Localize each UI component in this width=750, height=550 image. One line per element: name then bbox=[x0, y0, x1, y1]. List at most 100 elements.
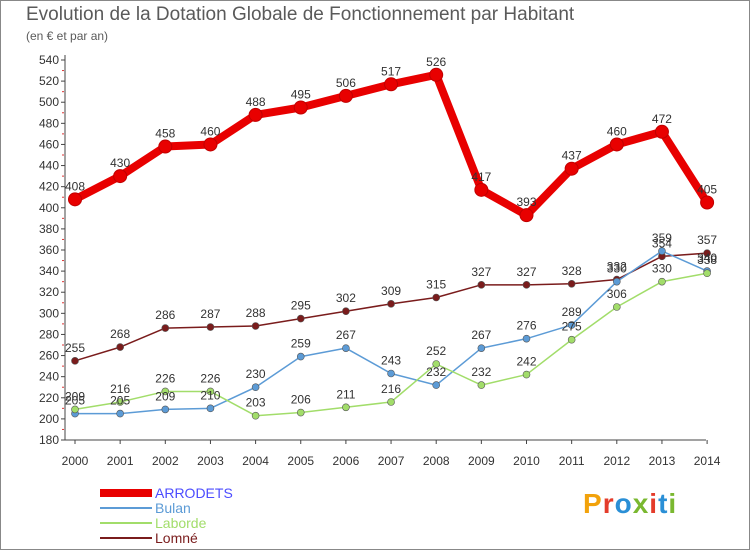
data-label: 359 bbox=[652, 231, 672, 245]
data-point bbox=[567, 321, 576, 329]
y-tick-label: 440 bbox=[39, 159, 59, 173]
data-point bbox=[519, 208, 534, 223]
data-point bbox=[296, 314, 305, 323]
data-point bbox=[251, 411, 260, 420]
y-tick-label: 180 bbox=[39, 433, 59, 447]
data-point bbox=[342, 403, 350, 412]
y-tick-label: 540 bbox=[39, 53, 59, 67]
data-point bbox=[432, 293, 441, 302]
data-label: 309 bbox=[381, 284, 401, 298]
data-point bbox=[116, 398, 124, 406]
data-label: 267 bbox=[471, 328, 491, 342]
x-tick-label: 2002 bbox=[152, 454, 179, 468]
data-label: 226 bbox=[200, 371, 220, 385]
data-point bbox=[612, 303, 621, 311]
data-point bbox=[251, 322, 260, 330]
logo-letter: x bbox=[632, 488, 650, 519]
data-label: 255 bbox=[65, 341, 85, 355]
data-label: 332 bbox=[607, 260, 627, 274]
data-point bbox=[522, 281, 531, 289]
data-label: 276 bbox=[516, 319, 536, 333]
data-point bbox=[161, 405, 170, 414]
data-point bbox=[429, 67, 444, 82]
data-point bbox=[158, 139, 173, 154]
data-point bbox=[296, 408, 305, 417]
data-point bbox=[658, 277, 666, 286]
y-tick-label: 520 bbox=[39, 74, 59, 88]
data-label: 460 bbox=[607, 124, 627, 138]
data-label: 306 bbox=[607, 287, 627, 301]
data-point bbox=[206, 404, 215, 413]
data-point bbox=[384, 77, 399, 92]
data-point bbox=[703, 269, 711, 278]
data-point bbox=[567, 279, 576, 288]
data-label: 209 bbox=[65, 389, 85, 403]
data-point bbox=[477, 281, 486, 289]
data-point bbox=[71, 405, 79, 414]
data-label: 517 bbox=[381, 64, 401, 78]
x-tick-label: 2000 bbox=[62, 454, 89, 468]
data-point bbox=[68, 192, 82, 207]
x-tick-label: 2005 bbox=[287, 454, 314, 468]
data-point bbox=[432, 360, 441, 368]
data-label: 495 bbox=[291, 88, 311, 102]
data-point bbox=[387, 300, 395, 308]
data-label: 209 bbox=[155, 389, 175, 403]
logo-letter: r bbox=[602, 488, 615, 519]
data-point bbox=[654, 124, 669, 139]
data-point bbox=[703, 249, 711, 257]
data-label: 506 bbox=[336, 76, 356, 90]
data-point bbox=[387, 369, 395, 378]
data-label: 405 bbox=[697, 183, 717, 197]
data-label: 430 bbox=[110, 156, 130, 170]
data-label: 230 bbox=[246, 367, 266, 381]
data-point bbox=[432, 381, 441, 389]
data-label: 437 bbox=[562, 149, 582, 163]
y-tick-label: 400 bbox=[39, 201, 59, 215]
data-label: 210 bbox=[200, 388, 220, 402]
data-label: 287 bbox=[200, 307, 220, 321]
data-label: 203 bbox=[246, 396, 266, 410]
y-tick-label: 420 bbox=[39, 180, 59, 194]
y-tick-label: 300 bbox=[39, 306, 59, 320]
y-tick-label: 480 bbox=[39, 116, 59, 130]
y-tick-label: 460 bbox=[39, 137, 59, 151]
logo-letter: o bbox=[614, 488, 633, 519]
data-point bbox=[387, 398, 395, 406]
legend-label: Bulan bbox=[155, 500, 191, 516]
y-tick-label: 500 bbox=[39, 95, 59, 109]
data-label: 315 bbox=[426, 278, 446, 292]
y-tick-label: 240 bbox=[39, 370, 59, 384]
data-label: 206 bbox=[291, 393, 311, 407]
x-tick-label: 2013 bbox=[649, 454, 676, 468]
y-tick-label: 380 bbox=[39, 222, 59, 236]
x-tick-label: 2012 bbox=[603, 454, 630, 468]
data-point bbox=[116, 409, 124, 418]
data-label: 286 bbox=[155, 308, 175, 322]
data-label: 472 bbox=[652, 112, 672, 126]
data-point bbox=[113, 169, 128, 184]
data-label: 327 bbox=[516, 265, 536, 279]
data-point bbox=[293, 100, 308, 115]
x-tick-label: 2004 bbox=[242, 454, 269, 468]
data-point bbox=[342, 344, 350, 352]
data-point bbox=[206, 387, 215, 396]
data-label: 211 bbox=[336, 387, 355, 401]
data-label: 393 bbox=[516, 195, 536, 209]
x-tick-label: 2008 bbox=[423, 454, 450, 468]
data-label: 216 bbox=[381, 382, 401, 396]
data-point bbox=[161, 324, 170, 332]
data-label: 268 bbox=[110, 327, 130, 341]
legend-label: Laborde bbox=[155, 515, 207, 531]
data-label: 328 bbox=[562, 264, 582, 278]
data-label: 243 bbox=[381, 354, 401, 368]
data-point bbox=[161, 387, 170, 396]
logo-letter: P bbox=[583, 488, 603, 519]
data-label: 458 bbox=[155, 127, 175, 141]
data-point bbox=[700, 195, 715, 210]
proxiti-logo: Proxiti bbox=[583, 488, 677, 520]
data-label: 330 bbox=[607, 262, 627, 276]
logo-letter: i bbox=[649, 488, 659, 519]
data-label: 205 bbox=[110, 394, 130, 408]
